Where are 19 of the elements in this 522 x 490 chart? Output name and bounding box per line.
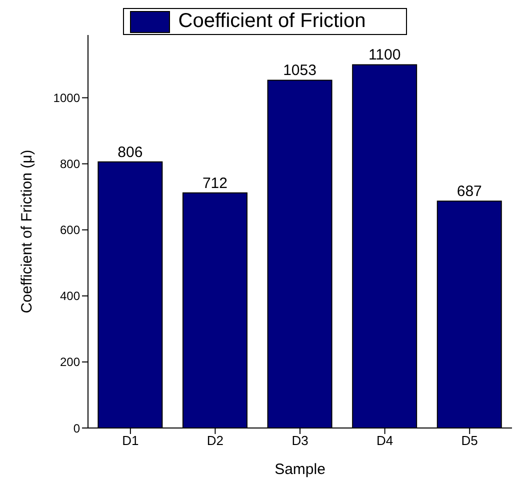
data-label: 712 xyxy=(202,174,228,192)
x-tick-label: D5 xyxy=(461,433,478,448)
x-tick-label: D3 xyxy=(292,433,308,448)
x-axis-title: Sample xyxy=(274,461,326,478)
legend-label: Coefficient of Friction xyxy=(178,10,366,33)
data-label: 687 xyxy=(456,183,482,200)
data-label: 806 xyxy=(118,144,143,161)
y-axis-title: Coefficient of Friction (μ) xyxy=(18,150,36,314)
x-tick-label: D4 xyxy=(376,433,394,448)
y-tick-label: 1000 xyxy=(53,91,80,106)
y-tick-label: 600 xyxy=(60,223,80,238)
y-tick-label: 400 xyxy=(60,289,80,304)
x-tick-label: D2 xyxy=(206,433,224,448)
data-label: 1100 xyxy=(368,46,401,64)
y-tick-label: 200 xyxy=(60,355,80,370)
y-tick-label: 800 xyxy=(60,157,80,172)
x-tick-label: D1 xyxy=(122,433,139,448)
y-tick-label: 0 xyxy=(73,421,80,436)
data-label: 1053 xyxy=(283,62,316,80)
